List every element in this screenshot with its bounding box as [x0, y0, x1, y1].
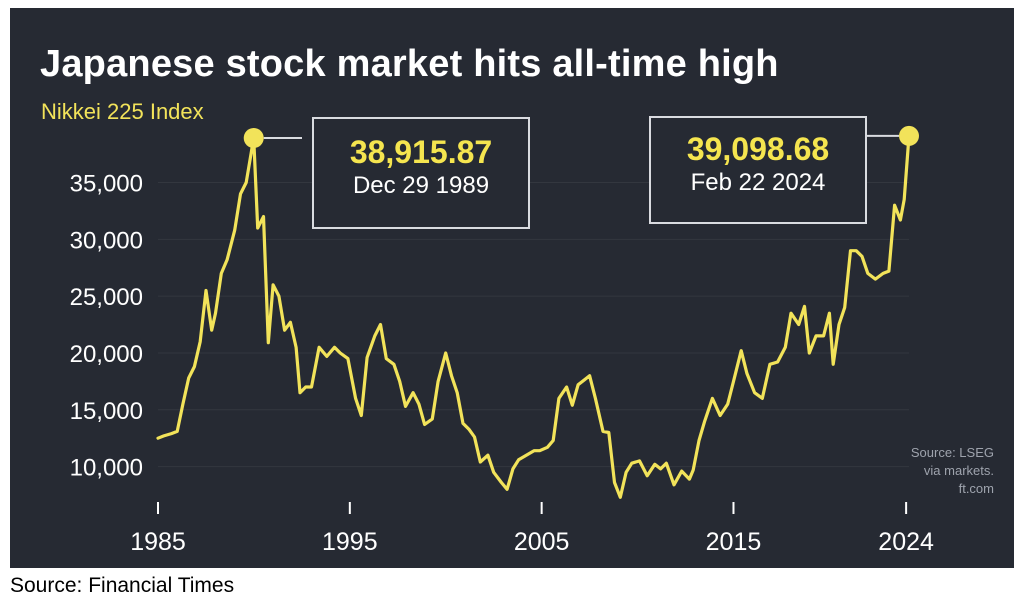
x-tick-label: 1985 [130, 528, 186, 556]
y-tick-label: 20,000 [70, 341, 143, 368]
x-tick-label: 1995 [322, 528, 378, 556]
y-tick-label: 25,000 [70, 284, 143, 311]
x-tick-label: 2024 [878, 528, 934, 556]
chart-subtitle: Nikkei 225 Index [41, 99, 204, 124]
chart-title: Japanese stock market hits all-time high [40, 43, 779, 85]
x-tick-label: 2005 [514, 528, 570, 556]
x-tick-label: 2015 [706, 528, 762, 556]
source-note-line: Source: LSEG [910, 445, 994, 460]
callout-value: 39,098.68 [686, 131, 830, 167]
footer-source: Source: Financial Times [10, 574, 235, 597]
y-tick-label: 35,000 [70, 170, 143, 197]
chart-svg: 10,000 15,000 20,000 25,000 30,000 35,000 198… [70, 125, 934, 556]
y-tick-label: 30,000 [70, 227, 143, 254]
source-note-line: via markets. [923, 463, 994, 478]
source-note-line: ft.com [958, 481, 994, 496]
chart-panel: 10,000 15,000 20,000 25,000 30,000 35,000 198… [10, 8, 1014, 568]
callout-date: Dec 29 1989 [352, 172, 490, 199]
callout-date: Feb 22 2024 [690, 169, 826, 196]
series-line [156, 134, 911, 499]
y-tick-label: 10,000 [70, 455, 143, 482]
callout-value: 38,915.87 [349, 134, 493, 170]
peak-marker [899, 125, 919, 146]
y-tick-label: 15,000 [70, 398, 143, 425]
callout-peak-2024: 39,098.68 Feb 22 2024 [649, 116, 867, 224]
peak-marker [243, 128, 264, 148]
source-note: Source: LSEG via markets. ft.com [882, 444, 994, 498]
callout-peak-1989: 38,915.87 Dec 29 1989 [312, 117, 530, 229]
